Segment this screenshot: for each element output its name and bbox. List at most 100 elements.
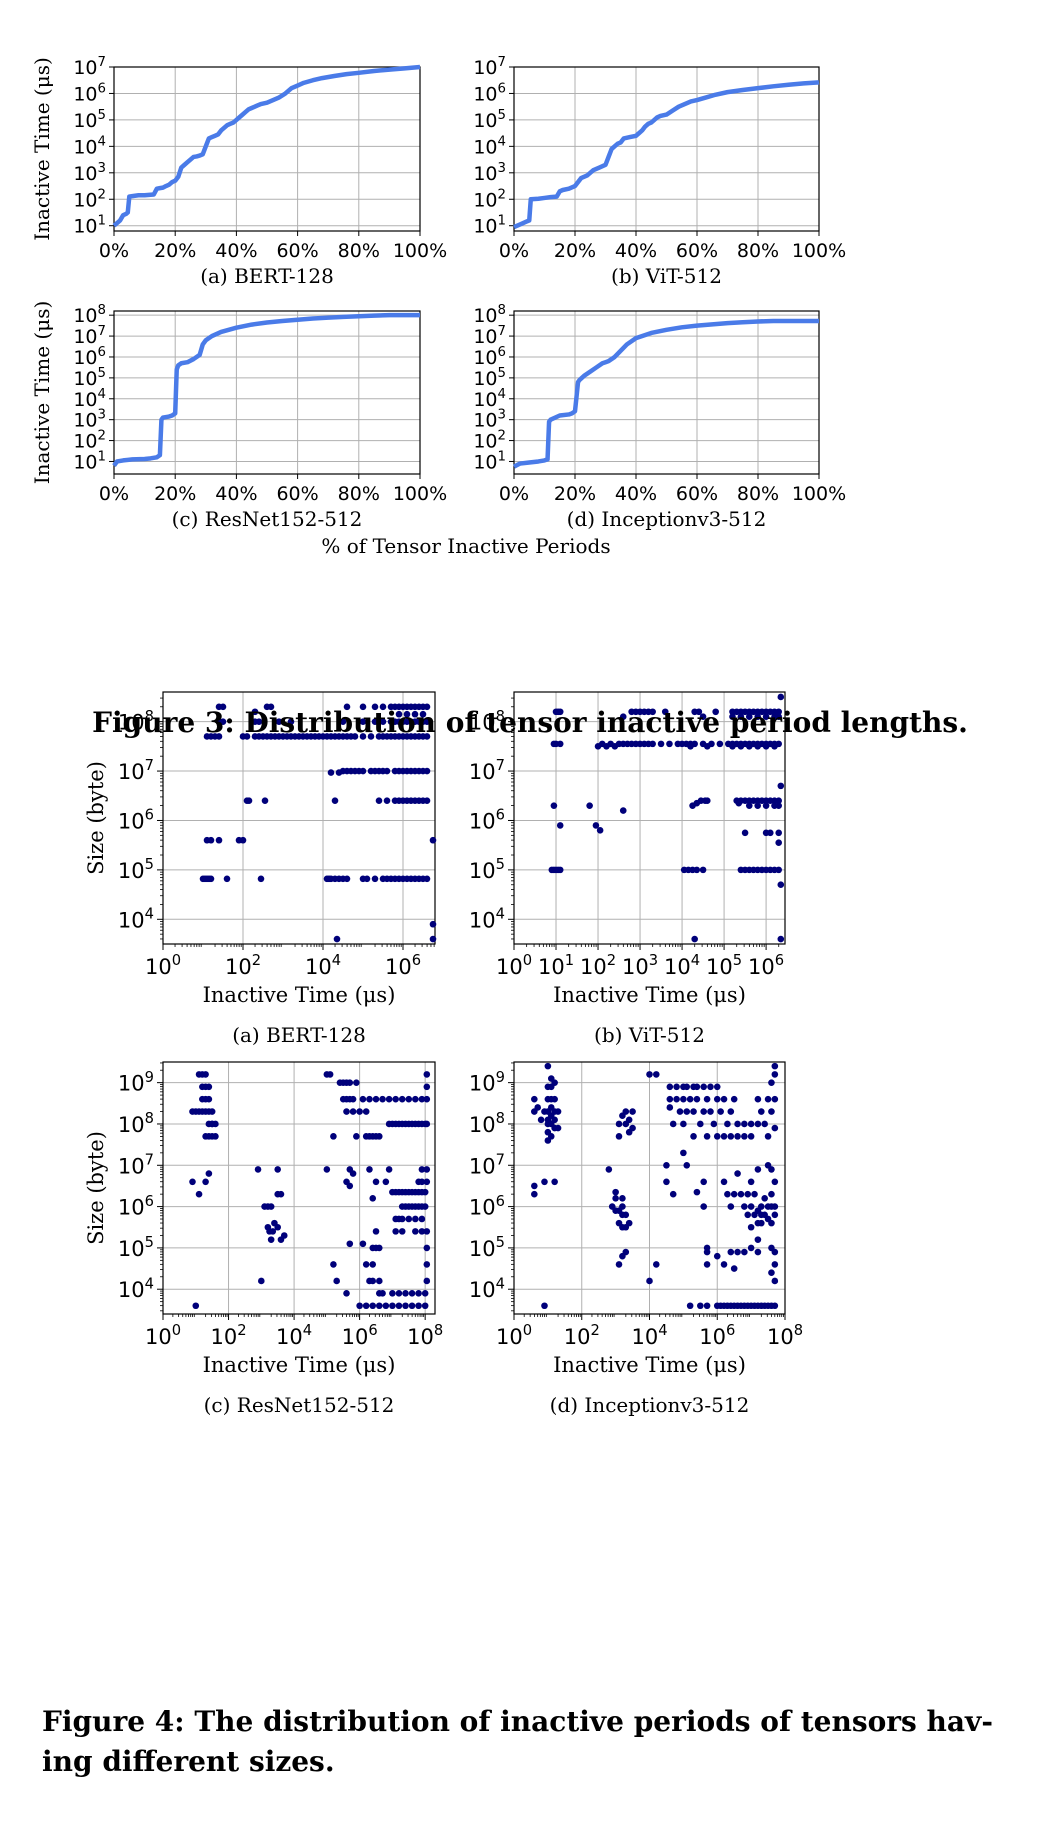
scatter-point: [720, 1178, 728, 1186]
scatter-point: [657, 740, 665, 748]
scatter-point: [362, 1302, 370, 1310]
scatter-point: [372, 1178, 380, 1186]
scatter-point: [267, 1203, 275, 1210]
scatter-point: [768, 1108, 775, 1115]
scatter-point: [531, 1182, 538, 1190]
scatter-point: [408, 1302, 416, 1310]
scatter-point: [710, 1120, 718, 1128]
scatter-point: [666, 1104, 674, 1111]
scatter-point: [713, 1095, 721, 1103]
scatter-point: [554, 1108, 562, 1115]
y-tick-label: 105: [469, 856, 505, 883]
x-tick-label: 106: [699, 1322, 735, 1349]
scatter-point: [383, 797, 391, 805]
y-tick-label: 106: [73, 345, 106, 369]
series-line: [513, 80, 820, 230]
scatter-point: [754, 713, 761, 721]
scatter-point: [663, 1161, 670, 1169]
scatter-point: [693, 866, 701, 874]
y-tick-label: 108: [118, 708, 154, 735]
scatter-point: [418, 1215, 426, 1223]
y-tick-label: 105: [73, 366, 106, 390]
scatter-point: [771, 1261, 779, 1268]
scatter-point: [754, 1236, 762, 1243]
y-tick-label: 107: [118, 1151, 154, 1178]
scatter-point: [691, 935, 698, 943]
series-line: [112, 64, 421, 228]
scatter-chart-panel: 104 105 106 107 108 109 100 102 104 106 108 Inactiv…: [469, 1061, 803, 1417]
x-tick-label: 60%: [676, 483, 718, 505]
scatter-point: [747, 1203, 755, 1210]
scatter-point: [205, 1170, 213, 1177]
scatter-point: [646, 1071, 653, 1078]
x-tick-label: 80%: [737, 240, 779, 262]
y-tick-label: 101: [473, 214, 506, 238]
scatter-point: [629, 1108, 636, 1115]
y-tick-label: 109: [118, 1069, 154, 1096]
scatter-point: [741, 1133, 748, 1140]
y-tick-label: 106: [73, 81, 106, 105]
x-tick-label: 80%: [737, 483, 779, 505]
scatter-point: [375, 1133, 383, 1140]
y-tick-label: 107: [469, 1151, 505, 1178]
x-tick-label: 105: [706, 952, 742, 979]
scatter-point: [735, 799, 743, 807]
scatter-point: [359, 718, 367, 725]
x-axis-label: Inactive Time (μs): [553, 1353, 746, 1377]
plot-frame: [113, 66, 421, 232]
scatter-point: [372, 1095, 380, 1103]
x-tick-label: 100: [145, 952, 181, 979]
scatter-point: [775, 866, 782, 874]
scatter-point: [693, 1095, 701, 1103]
y-tick-label: 104: [473, 134, 506, 158]
scatter-point: [371, 718, 379, 725]
scatter-point: [762, 802, 770, 809]
scatter-point: [362, 1108, 370, 1115]
scatter-point: [729, 743, 736, 750]
scatter-point: [622, 1108, 630, 1115]
scatter-point: [775, 713, 782, 721]
x-tick-label: 102: [564, 1322, 600, 1349]
scatter-point: [219, 703, 227, 711]
x-tick-label: 100%: [393, 240, 447, 262]
scatter-point: [775, 839, 782, 847]
y-tick-label: 104: [118, 1275, 154, 1302]
scatter-point: [192, 1302, 200, 1310]
y-tick-label: 107: [73, 55, 106, 79]
scatter-point: [379, 718, 387, 725]
scatter-point: [423, 1071, 431, 1078]
subcaption: (c) ResNet152-512: [172, 507, 363, 531]
scatter-point: [280, 1232, 288, 1239]
plot-frame: [113, 310, 421, 475]
scatter-point: [395, 710, 403, 718]
y-tick-label: 106: [118, 1193, 154, 1220]
x-tick-label: 100%: [792, 483, 846, 505]
x-tick-label: 60%: [276, 483, 318, 505]
scatter-point: [421, 1203, 429, 1210]
scatter-point: [208, 1120, 216, 1128]
scatter-point: [398, 1215, 406, 1223]
scatter-point: [421, 1188, 429, 1196]
scatter-point: [418, 1166, 426, 1173]
scatter-point: [371, 875, 379, 883]
figure4-caption-line1: Figure 4: The distribution of inactive p…: [42, 1705, 993, 1738]
scatter-point: [771, 1071, 779, 1078]
scatter-point: [615, 1120, 623, 1128]
scatter-point: [421, 1302, 429, 1310]
scatter-point: [741, 1203, 748, 1210]
scatter-point: [673, 1095, 680, 1103]
scatter-point: [646, 1277, 653, 1285]
x-tick-label: 104: [305, 952, 341, 979]
scatter-point: [768, 1079, 775, 1086]
x-tick-label: 104: [631, 1322, 667, 1349]
scatter-point: [615, 1261, 623, 1268]
scatter-point: [680, 1120, 687, 1128]
scatter-point: [730, 1095, 738, 1103]
scatter-point: [423, 797, 431, 805]
plot-frame: [162, 691, 436, 945]
scatter-point: [243, 733, 251, 740]
x-tick-label: 0%: [99, 240, 129, 262]
scatter-point: [720, 1261, 728, 1268]
